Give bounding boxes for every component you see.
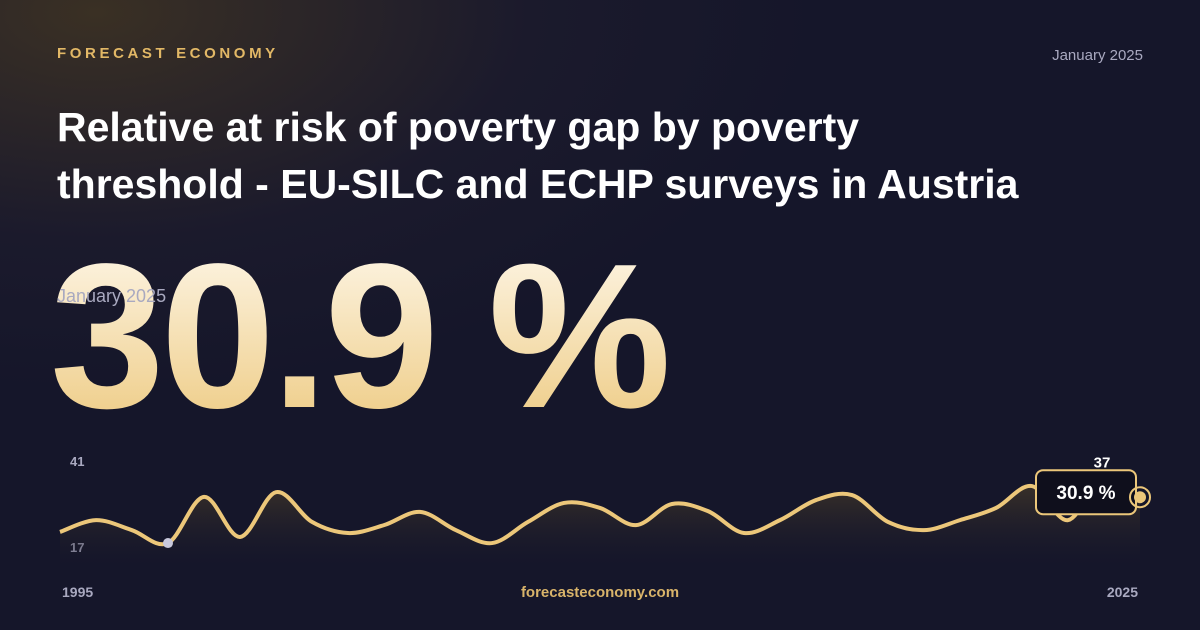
brand: FORECAST ECONOMY [57, 45, 279, 62]
y-tick-label: 41 [70, 454, 84, 469]
min-marker [163, 538, 173, 549]
area [60, 474, 1140, 565]
footer: forecasteconomy.com [521, 584, 679, 601]
title-line: Relative at risk of poverty gap by pover… [57, 104, 859, 150]
x-tick-label: 2025 [1107, 584, 1138, 600]
max-label: 37 [1094, 454, 1111, 471]
end-marker [1134, 491, 1146, 504]
headline-date: January 2025 [57, 286, 166, 306]
tooltip-box [1035, 469, 1137, 516]
headline-value: 30.9 % [50, 221, 667, 451]
date: January 2025 [1052, 47, 1143, 64]
end-marker-ring [1129, 486, 1151, 509]
line [59, 473, 1142, 547]
sparkline: 1741199520253730.9 % [59, 454, 1151, 600]
x-tick-label: 1995 [62, 584, 93, 600]
tooltip-label: 30.9 % [1056, 483, 1115, 504]
title-line: threshold - EU-SILC and ECHP surveys in … [57, 161, 1020, 207]
